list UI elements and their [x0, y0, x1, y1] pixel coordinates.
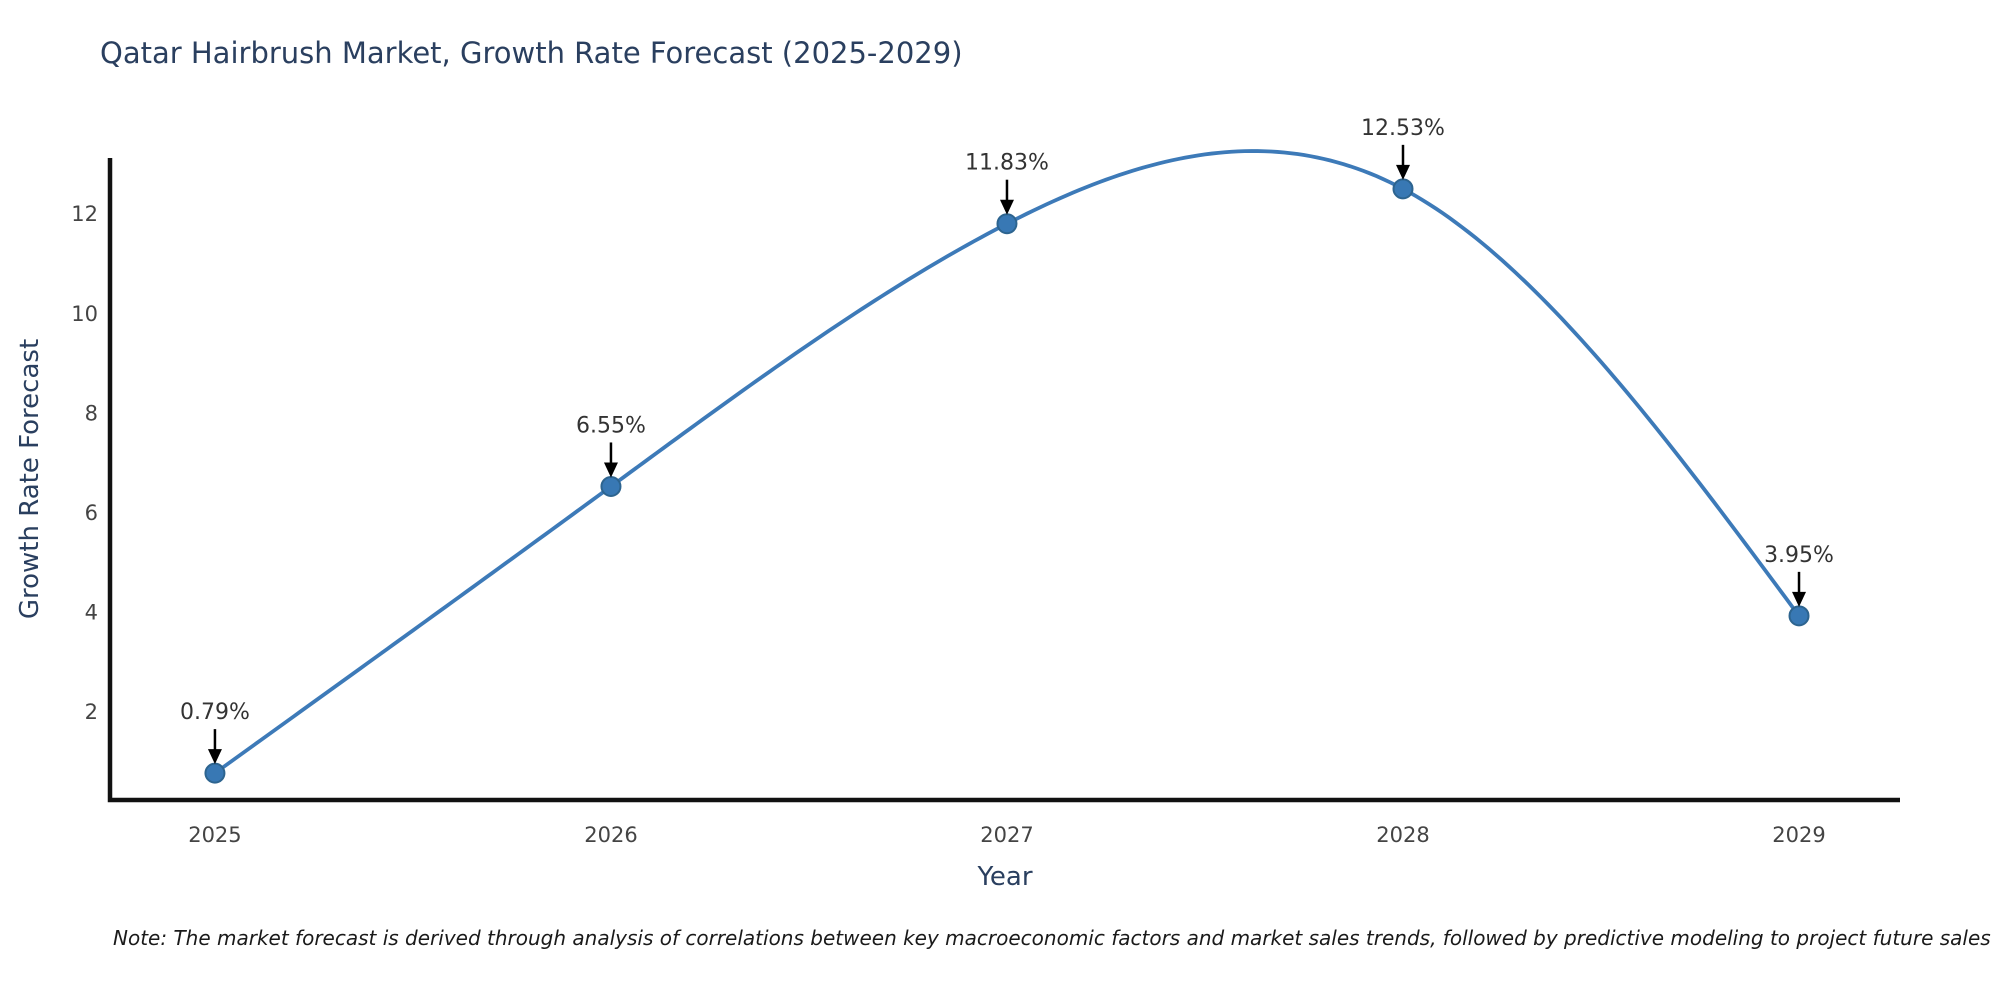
- data-point-marker: [1788, 605, 1810, 627]
- annotation-arrowhead: [999, 199, 1014, 215]
- y-tick-label: 2: [85, 700, 98, 724]
- y-axis-label: Growth Rate Forecast: [15, 338, 45, 620]
- data-point-marker: [996, 213, 1018, 235]
- annotation-label: 0.79%: [180, 700, 250, 725]
- y-tick-label: 4: [85, 600, 98, 624]
- annotation-label: 11.83%: [965, 151, 1049, 176]
- annotation-arrowhead: [1792, 591, 1807, 607]
- annotation-label: 12.53%: [1361, 116, 1445, 141]
- data-point-marker: [1392, 178, 1414, 200]
- x-axis-label: Year: [977, 862, 1033, 892]
- footnote: Note: The market forecast is derived thr…: [113, 926, 1991, 950]
- x-tick-label: 2025: [188, 823, 241, 847]
- y-tick-label: 10: [71, 302, 98, 326]
- x-tick-label: 2029: [1772, 823, 1825, 847]
- y-tick-label: 8: [85, 401, 98, 425]
- y-tick-label: 12: [71, 202, 98, 226]
- axis-spines: [107, 158, 1900, 803]
- annotation-label: 3.95%: [1764, 543, 1834, 568]
- annotation-arrowhead: [603, 462, 618, 478]
- annotation-arrowhead: [1395, 164, 1410, 180]
- x-tick-label: 2027: [980, 823, 1033, 847]
- y-tick-label: 6: [85, 501, 98, 525]
- x-tick-label: 2028: [1376, 823, 1429, 847]
- annotation-label: 6.55%: [576, 413, 646, 438]
- annotation-arrowhead: [207, 749, 222, 765]
- x-tick-label: 2026: [584, 823, 637, 847]
- data-point-marker: [204, 762, 226, 784]
- chart-title: Qatar Hairbrush Market, Growth Rate Fore…: [100, 36, 963, 70]
- data-point-marker: [600, 475, 622, 497]
- forecast-line: [213, 149, 1801, 776]
